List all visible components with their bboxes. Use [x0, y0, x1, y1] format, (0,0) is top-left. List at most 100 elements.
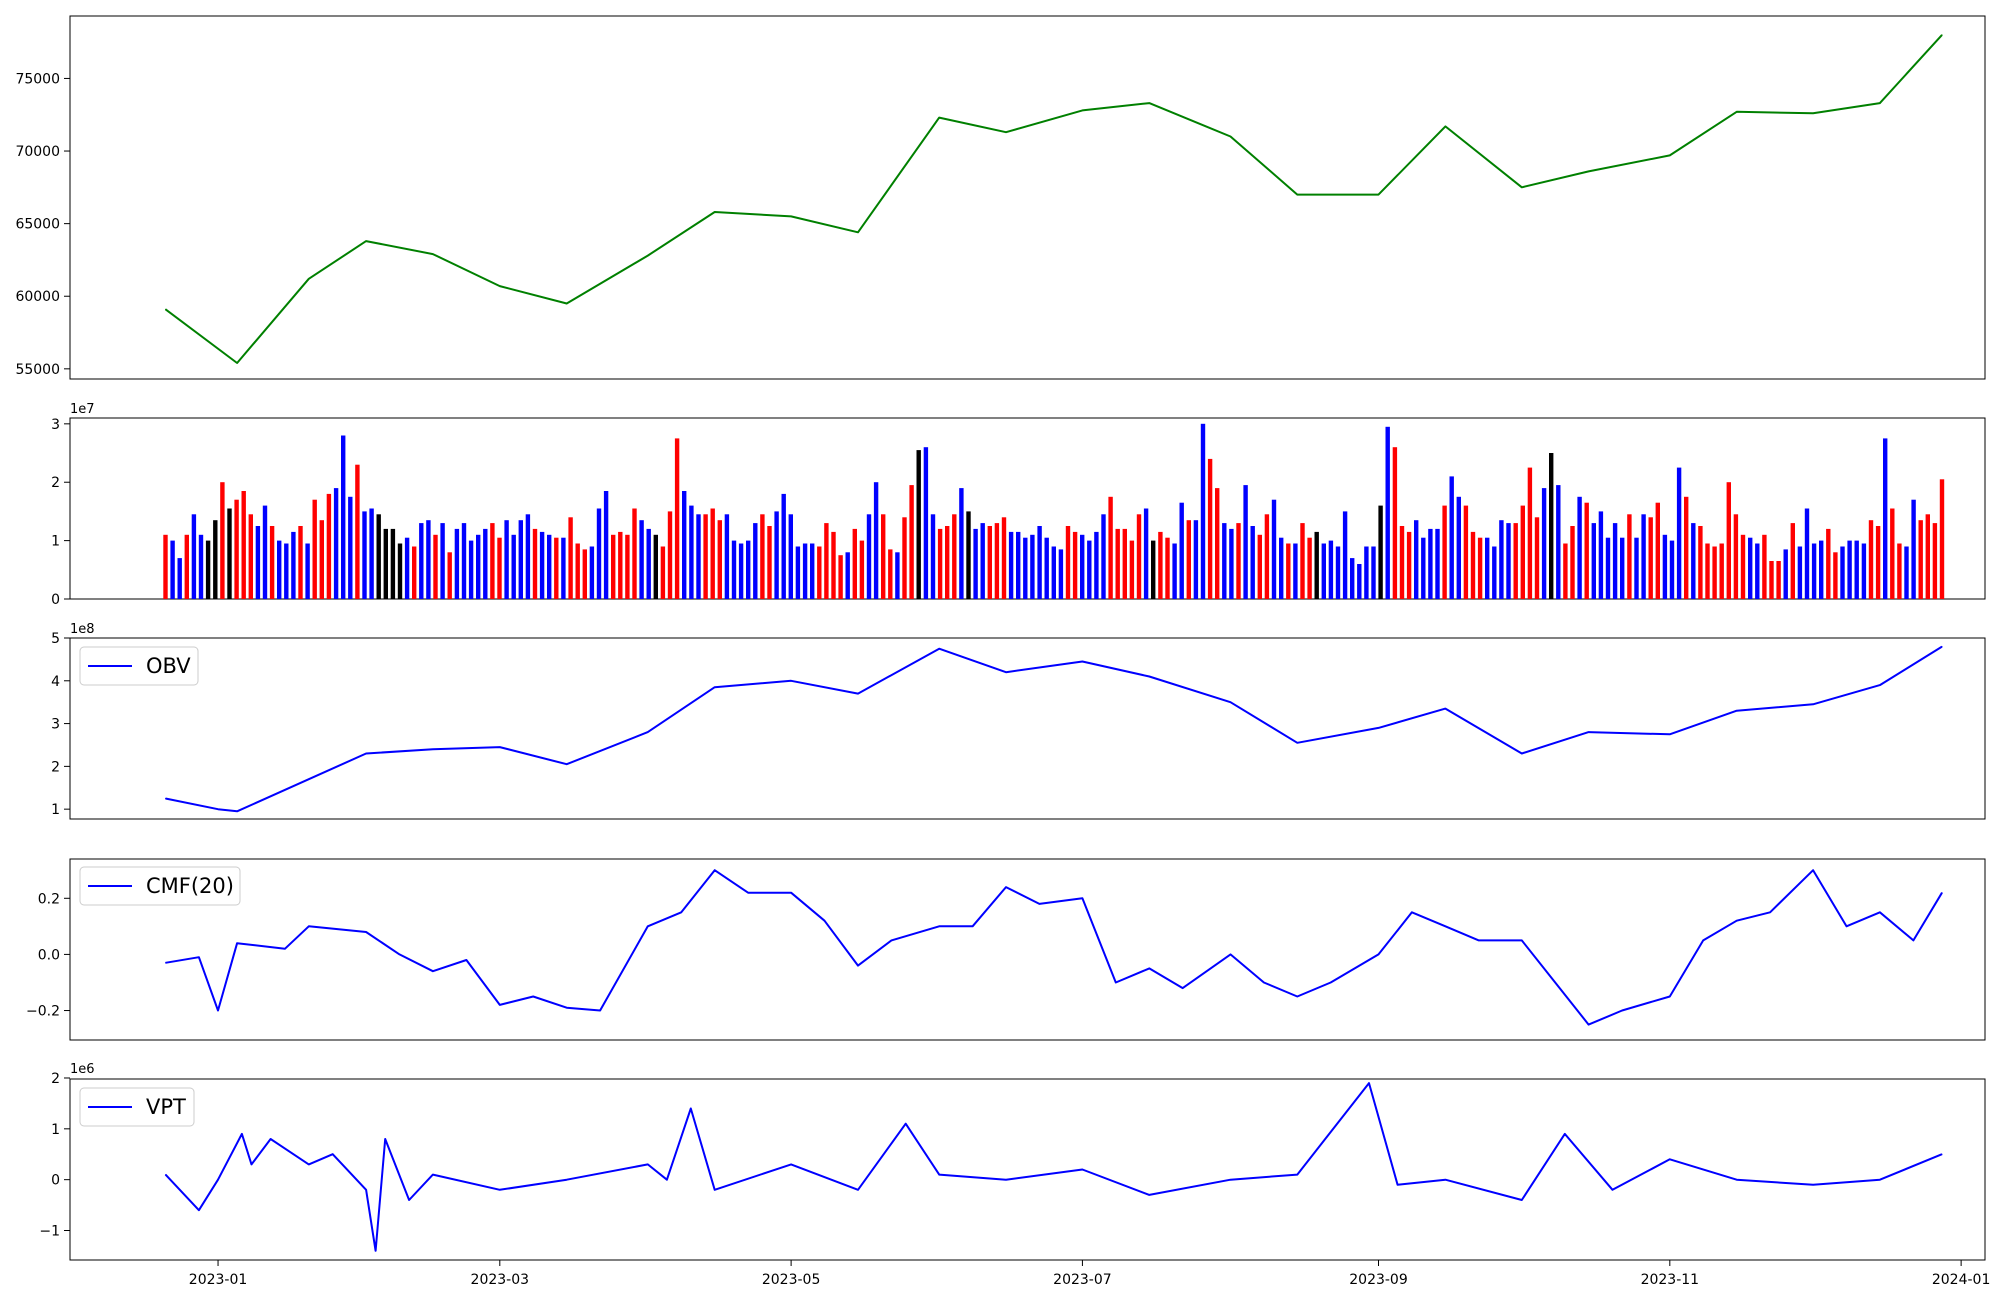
- x-tick-label: 2023-01: [189, 1272, 248, 1288]
- volume-bar: [909, 485, 914, 599]
- volume-bar: [1406, 531, 1412, 599]
- volume-bar: [1399, 526, 1405, 599]
- obv-data-point: [217, 808, 219, 810]
- volume-bar: [440, 523, 445, 599]
- volume-bar: [788, 514, 793, 599]
- volume-bar: [504, 520, 509, 599]
- volume-bar: [1477, 537, 1483, 599]
- volume-bar: [1676, 467, 1682, 599]
- cmf-data-point: [1478, 939, 1480, 941]
- volume-bar: [1392, 447, 1398, 599]
- volume-bar: [1655, 502, 1660, 599]
- price-data-point: [647, 255, 649, 257]
- volume-bar: [1421, 537, 1426, 599]
- obv-data-point: [1005, 671, 1007, 673]
- volume-bar: [1129, 540, 1135, 599]
- vpt-plot: [164, 1082, 1943, 1252]
- obv-data-point: [308, 778, 310, 780]
- vpt-data-point: [217, 1179, 219, 1181]
- obv-data-point: [1812, 703, 1814, 705]
- volume-bar: [831, 531, 836, 599]
- volume-bar: [1321, 543, 1326, 599]
- volume-bar: [1229, 528, 1234, 599]
- volume-bar: [497, 537, 502, 599]
- volume-bar: [994, 523, 1000, 599]
- volume-bar: [1087, 540, 1092, 599]
- volume-bar: [618, 531, 623, 599]
- vpt-data-point: [332, 1153, 334, 1155]
- obv-series-line: [165, 645, 1943, 813]
- cmf-data-point: [1005, 886, 1007, 888]
- vpt-ytick-label: 1: [51, 1122, 60, 1138]
- volume-bar: [674, 438, 680, 599]
- price-data-point: [236, 362, 238, 364]
- volume-bar: [1044, 537, 1049, 599]
- volume-bar: [1215, 488, 1220, 599]
- volume-bar: [1591, 523, 1596, 599]
- price-ytick-label: 70000: [15, 144, 60, 160]
- cmf-data-point: [1554, 981, 1556, 983]
- obv-data-point: [647, 731, 649, 733]
- volume-bar: [1769, 561, 1774, 599]
- vpt-data-point: [790, 1163, 792, 1165]
- volume-bar: [547, 534, 552, 599]
- cmf-data-point: [499, 1004, 501, 1006]
- volume-bar: [220, 482, 225, 599]
- volume-bar: [589, 546, 595, 599]
- obv-axes-frame: [69, 637, 1986, 820]
- obv-data-point: [938, 648, 940, 650]
- price-plot: [164, 34, 1943, 364]
- obv-data-point: [1669, 733, 1671, 735]
- vpt-data-point: [714, 1189, 716, 1191]
- cmf-data-point: [972, 925, 974, 927]
- volume-bar: [1762, 534, 1767, 599]
- obv-plot: [165, 645, 1943, 813]
- volume-bar: [1207, 458, 1213, 599]
- price-ytick-label: 55000: [15, 362, 60, 378]
- volume-bar: [1200, 423, 1206, 599]
- volume-bar: [1918, 520, 1923, 599]
- volume-bar: [1833, 552, 1838, 599]
- volume-bar: [1037, 526, 1042, 599]
- volume-bar: [348, 496, 353, 599]
- cmf-data-point: [1378, 953, 1380, 955]
- vpt-ytick-label: 0: [51, 1173, 60, 1189]
- volume-bar: [1797, 546, 1803, 599]
- volume-bar: [1463, 505, 1469, 599]
- cmf-data-point: [566, 1007, 568, 1009]
- volume-bar: [689, 505, 694, 599]
- volume-bar: [291, 531, 296, 599]
- cmf-data-point: [1148, 967, 1150, 969]
- volume-bar: [1243, 485, 1248, 599]
- volume-bar: [1932, 523, 1938, 599]
- volume-bar: [1506, 523, 1511, 599]
- volume-bar: [646, 528, 651, 599]
- volume-bar: [959, 488, 964, 599]
- cmf-data-point: [432, 970, 434, 972]
- volume-bar: [1748, 537, 1753, 599]
- volume-bar: [1925, 514, 1930, 599]
- volume-bar: [852, 528, 857, 599]
- volume-bar: [1890, 508, 1895, 599]
- volume-bar: [1719, 543, 1724, 599]
- volume-bar: [1307, 537, 1312, 599]
- cmf-data-point: [1702, 939, 1704, 941]
- vpt-data-point: [857, 1189, 859, 1191]
- vpt-data-point: [1521, 1199, 1523, 1201]
- volume-bar: [952, 514, 957, 599]
- volume-bar: [1008, 531, 1014, 599]
- volume-bar: [1136, 514, 1142, 599]
- volume-bar: [1684, 496, 1689, 599]
- vpt-data-point: [384, 1138, 386, 1140]
- volume-bar: [1634, 537, 1639, 599]
- cmf-data-point: [1229, 953, 1231, 955]
- price-data-point: [499, 285, 501, 287]
- vpt-data-point: [1005, 1179, 1007, 1181]
- volume-bar: [1094, 531, 1099, 599]
- volume-bar: [1300, 523, 1305, 599]
- vpt-legend-box: [79, 1087, 195, 1127]
- volume-bar: [1257, 534, 1262, 599]
- cmf-data-point: [1912, 939, 1914, 941]
- volume-bar: [660, 546, 666, 599]
